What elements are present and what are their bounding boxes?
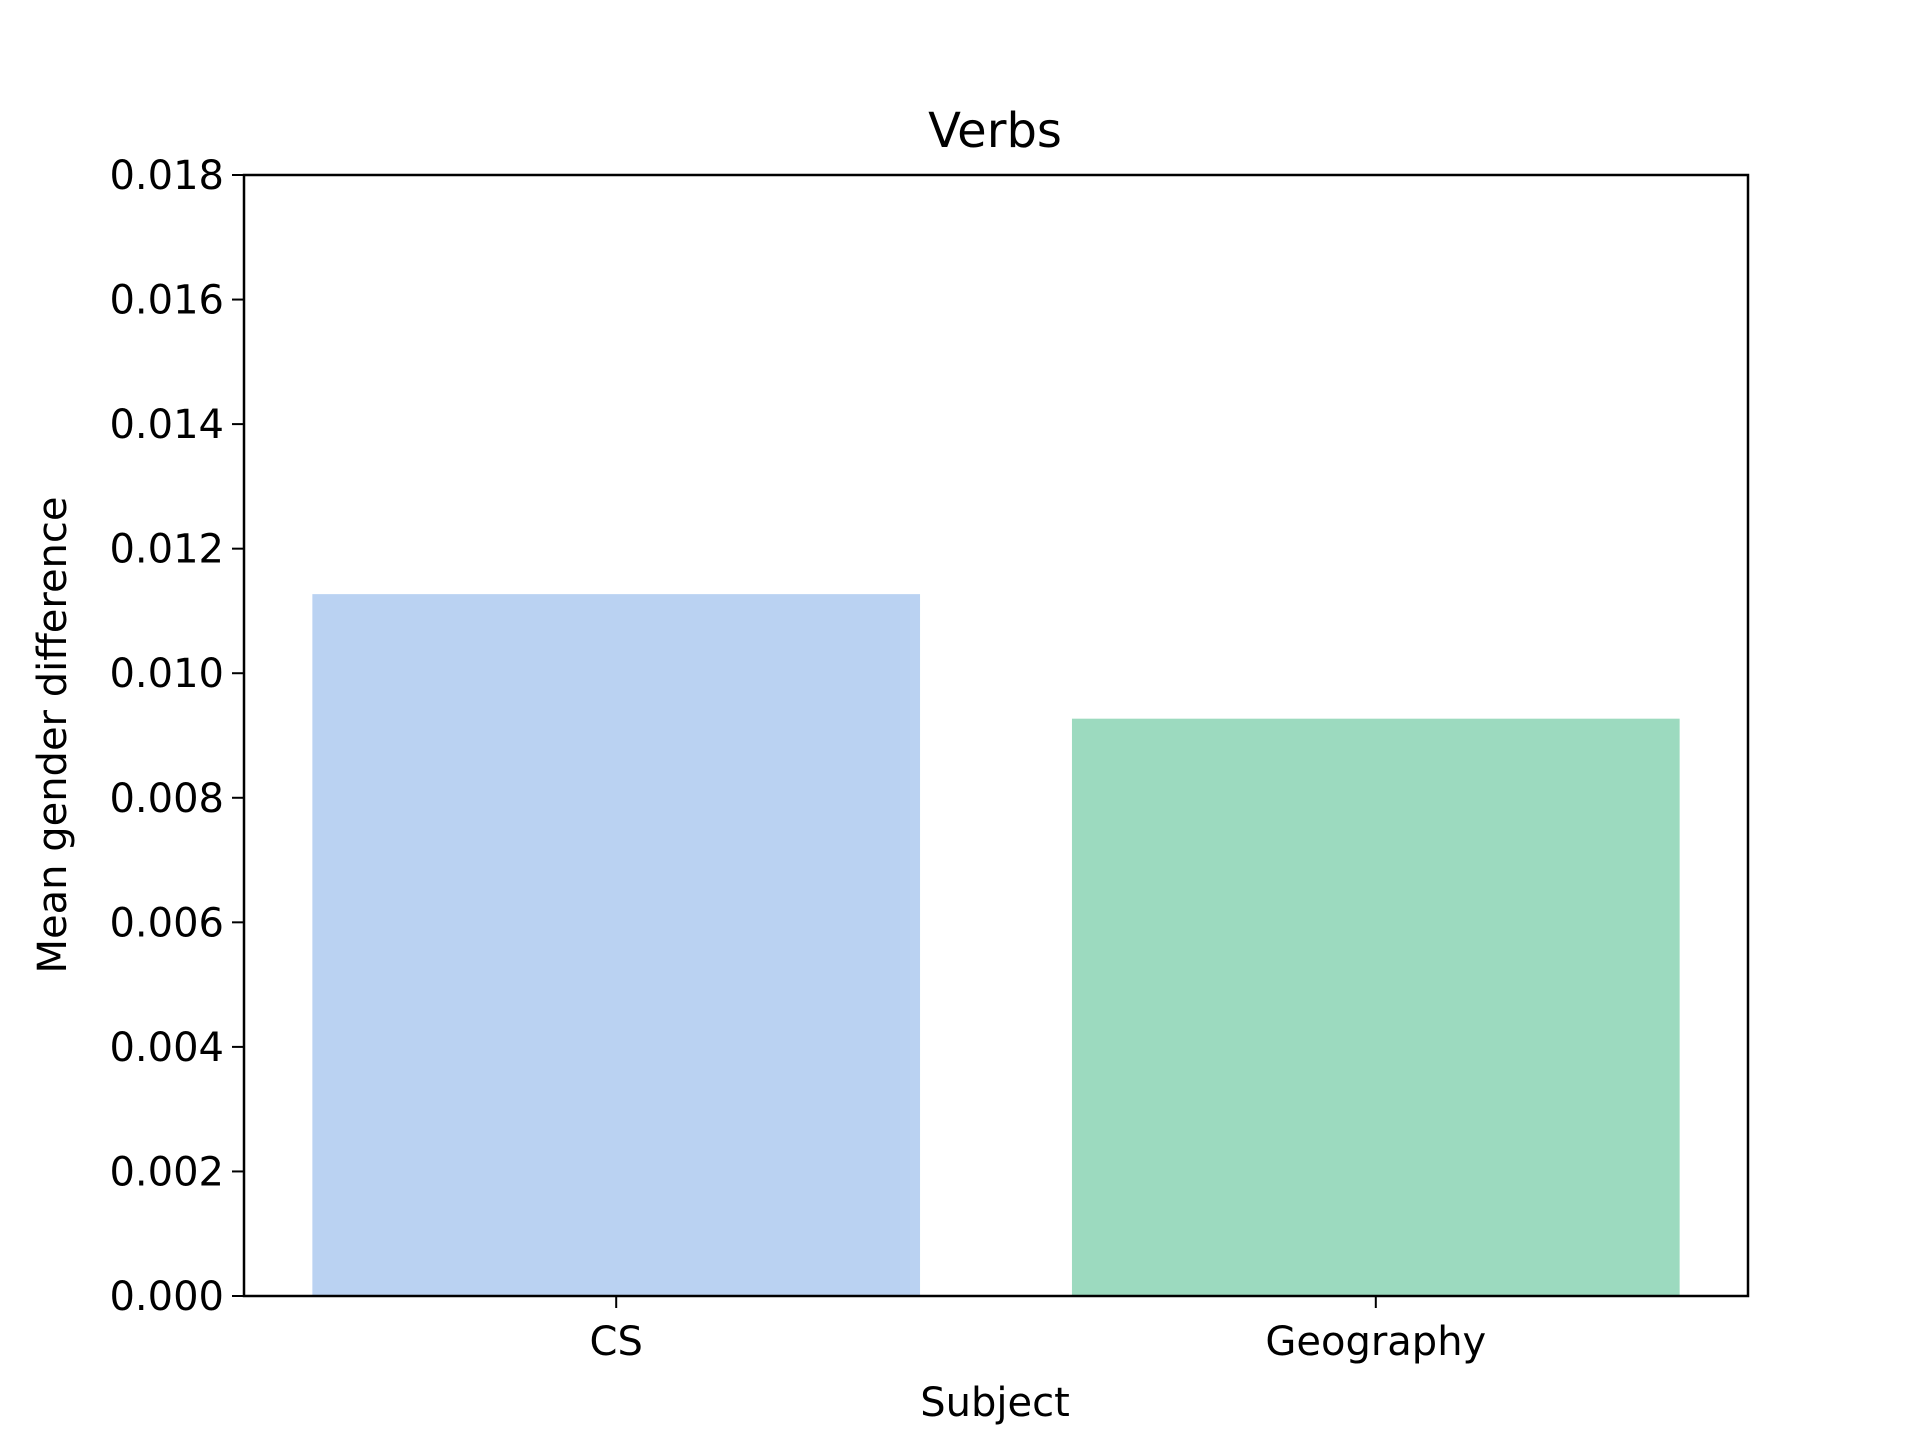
bars-group (312, 594, 1680, 1296)
y-tick-label: 0.004 (109, 1025, 224, 1071)
y-tick-label: 0.016 (109, 278, 224, 324)
y-axis-label: Mean gender difference (30, 496, 76, 973)
x-axis-label: Subject (920, 1380, 1070, 1426)
y-axis: 0.000 0.002 0.004 0.006 0.008 0.010 0.012 0.014… (109, 153, 244, 1320)
bar-geography (1071, 718, 1680, 1296)
y-tick-label: 0.010 (109, 651, 224, 697)
y-tick-label: 0.012 (109, 527, 224, 573)
y-tick-label: 0.002 (109, 1149, 224, 1195)
x-tick-label: Geography (1265, 1319, 1486, 1365)
y-tick-label: 0.014 (109, 402, 224, 448)
x-tick-label: CS (590, 1319, 643, 1365)
plot-frame (242, 173, 1750, 1298)
bar-cs (312, 594, 921, 1296)
x-axis: CS Geography (590, 1296, 1486, 1365)
y-tick-label: 0.006 (109, 900, 224, 946)
y-tick-label: 0.018 (109, 153, 224, 199)
chart-title: Verbs (928, 103, 1062, 159)
y-tick-label: 0.000 (109, 1274, 224, 1320)
y-tick-label: 0.008 (109, 776, 224, 822)
